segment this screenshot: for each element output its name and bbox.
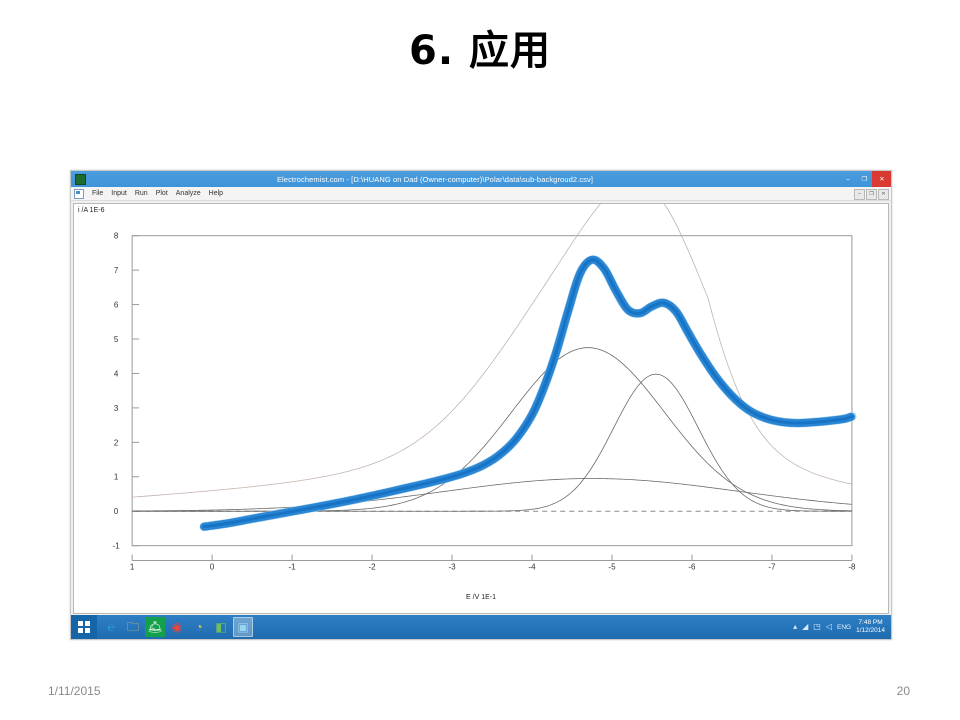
- clock[interactable]: 7:48 PM 1/12/2014: [856, 619, 885, 635]
- fitted-peak-curve-2: [132, 373, 852, 512]
- page-title: 6. 应用: [409, 28, 551, 74]
- measured-data-markers: [200, 255, 856, 531]
- y-tick-label: 8: [114, 232, 119, 241]
- y-tick-label: 6: [114, 301, 119, 310]
- store-icon[interactable]: 🛎: [145, 617, 165, 637]
- excel-doc-icon-glyph: ◧: [215, 620, 227, 634]
- chrome-icon[interactable]: ◉: [167, 617, 187, 637]
- window-titlebar[interactable]: Electrochemist.com - [D:\HUANG on Dad (O…: [71, 171, 891, 187]
- x-tick-label: -1: [289, 562, 297, 571]
- measured-data-curve: [202, 258, 854, 529]
- maximize-button[interactable]: ❐: [856, 171, 872, 187]
- minimize-icon: –: [846, 175, 850, 183]
- x-tick-label: -2: [368, 562, 376, 571]
- maximize-icon: ❐: [861, 175, 867, 183]
- menu-item-help[interactable]: Help: [208, 190, 224, 197]
- clock-time: 7:48 PM: [858, 618, 883, 626]
- menu-item-file[interactable]: File: [92, 190, 104, 197]
- volume-icon[interactable]: ◁: [825, 622, 832, 631]
- x-tick-label: 1: [130, 562, 135, 571]
- clock-date: 1/12/2014: [856, 627, 885, 634]
- fitted-peak-curve-3: [132, 478, 852, 512]
- electrochemist-window: Electrochemist.com - [D:\HUANG on Dad (O…: [70, 170, 892, 640]
- measured-data-halo: [199, 255, 857, 532]
- internet-explorer-icon[interactable]: ℮: [101, 617, 121, 637]
- menu-item-analyze[interactable]: Analyze: [175, 190, 201, 197]
- taskbar-items: ℮ 🗀 🛎 ◉ ◔ ◧ ▣: [97, 617, 253, 637]
- menu-item-run[interactable]: Run: [134, 190, 148, 197]
- menu-item-plot[interactable]: Plot: [155, 190, 168, 197]
- excel-doc-icon[interactable]: ◧: [211, 617, 231, 637]
- fitted-peak-curve-1: [132, 347, 852, 512]
- y-tick-label: 3: [114, 404, 119, 413]
- action-center-icon[interactable]: ◳: [813, 622, 821, 631]
- chrome-icon-glyph: ◉: [171, 620, 183, 634]
- y-tick-label: 7: [114, 266, 119, 275]
- chart-panel[interactable]: i /A 1E-6 E /V 1E-1 -1 0 1 2 3 4 5 6 7 8 1 0 -1 -2 -3-…: [73, 203, 889, 614]
- mdi-restore-button[interactable]: ❐: [866, 189, 877, 200]
- x-tick-label: -6: [688, 562, 696, 571]
- notes-icon[interactable]: ◔: [189, 617, 209, 637]
- voltammogram-plot: -1 0 1 2 3 4 5 6 7 8 1 0 -1 -2 -3 -4 -5 -6 -7 -8: [113, 204, 857, 571]
- window-client-area: i /A 1E-6 E /V 1E-1 -1 0 1 2 3 4 5 6 7 8 1 0 -1 -2 -3-…: [71, 201, 891, 616]
- windows-logo-icon: [78, 621, 90, 633]
- language-indicator[interactable]: ENG: [836, 623, 852, 631]
- mdi-minimize-button[interactable]: –: [854, 189, 865, 200]
- y-axis-label: i /A 1E-6: [78, 207, 105, 214]
- electrochemist-icon-glyph: ▣: [237, 620, 249, 634]
- windows-taskbar: ℮ 🗀 🛎 ◉ ◔ ◧ ▣ ▴ ◢ ◳ ◁ ENG 7:48 PM 1/12/2014: [71, 615, 891, 639]
- electrochemist-icon[interactable]: ▣: [233, 617, 253, 637]
- mdi-window-controls: – ❐ ✕: [854, 189, 889, 200]
- y-tick-label: -1: [113, 542, 121, 551]
- x-tick-label: -5: [608, 562, 616, 571]
- file-explorer-icon-glyph: 🗀: [126, 620, 139, 634]
- app-icon: [75, 173, 86, 185]
- plot-frame: [131, 235, 853, 547]
- close-icon: ✕: [878, 175, 885, 183]
- notes-icon-glyph: ◔: [195, 620, 203, 634]
- x-tick-label: -3: [448, 562, 456, 571]
- menu-item-input[interactable]: Input: [111, 190, 127, 197]
- y-tick-label: 0: [114, 507, 119, 516]
- store-icon-glyph: 🛎: [147, 620, 163, 634]
- footer-page-number: 20: [896, 684, 910, 698]
- start-button[interactable]: [71, 615, 97, 639]
- show-hidden-icons-icon[interactable]: ▴: [793, 622, 798, 631]
- document-icon: [74, 188, 84, 199]
- window-title: Electrochemist.com - [D:\HUANG on Dad (O…: [276, 174, 594, 184]
- y-tick-label: 2: [114, 438, 119, 447]
- footer-date: 1/11/2015: [48, 684, 101, 698]
- y-tick-label: 1: [114, 473, 119, 482]
- y-tick-label: 5: [114, 335, 119, 344]
- x-tick-label: -4: [528, 562, 536, 571]
- close-button[interactable]: ✕: [872, 171, 891, 187]
- x-tick-label: -7: [768, 562, 776, 571]
- system-tray: ▴ ◢ ◳ ◁ ENG 7:48 PM 1/12/2014: [793, 619, 891, 635]
- x-axis-label: E /V 1E-1: [466, 594, 496, 601]
- y-tick-label: 4: [114, 369, 119, 378]
- file-explorer-icon[interactable]: 🗀: [123, 617, 143, 637]
- menu-bar: File Input Run Plot Analyze Help – ❐ ✕: [71, 187, 891, 201]
- x-tick-label: 0: [210, 562, 215, 571]
- mdi-close-button[interactable]: ✕: [878, 189, 889, 200]
- internet-explorer-icon-glyph: ℮: [107, 620, 115, 634]
- x-tick-label: -8: [848, 562, 856, 571]
- network-icon[interactable]: ◢: [802, 622, 809, 631]
- fitted-envelope-curve: [132, 204, 852, 498]
- minimize-button[interactable]: –: [840, 171, 856, 187]
